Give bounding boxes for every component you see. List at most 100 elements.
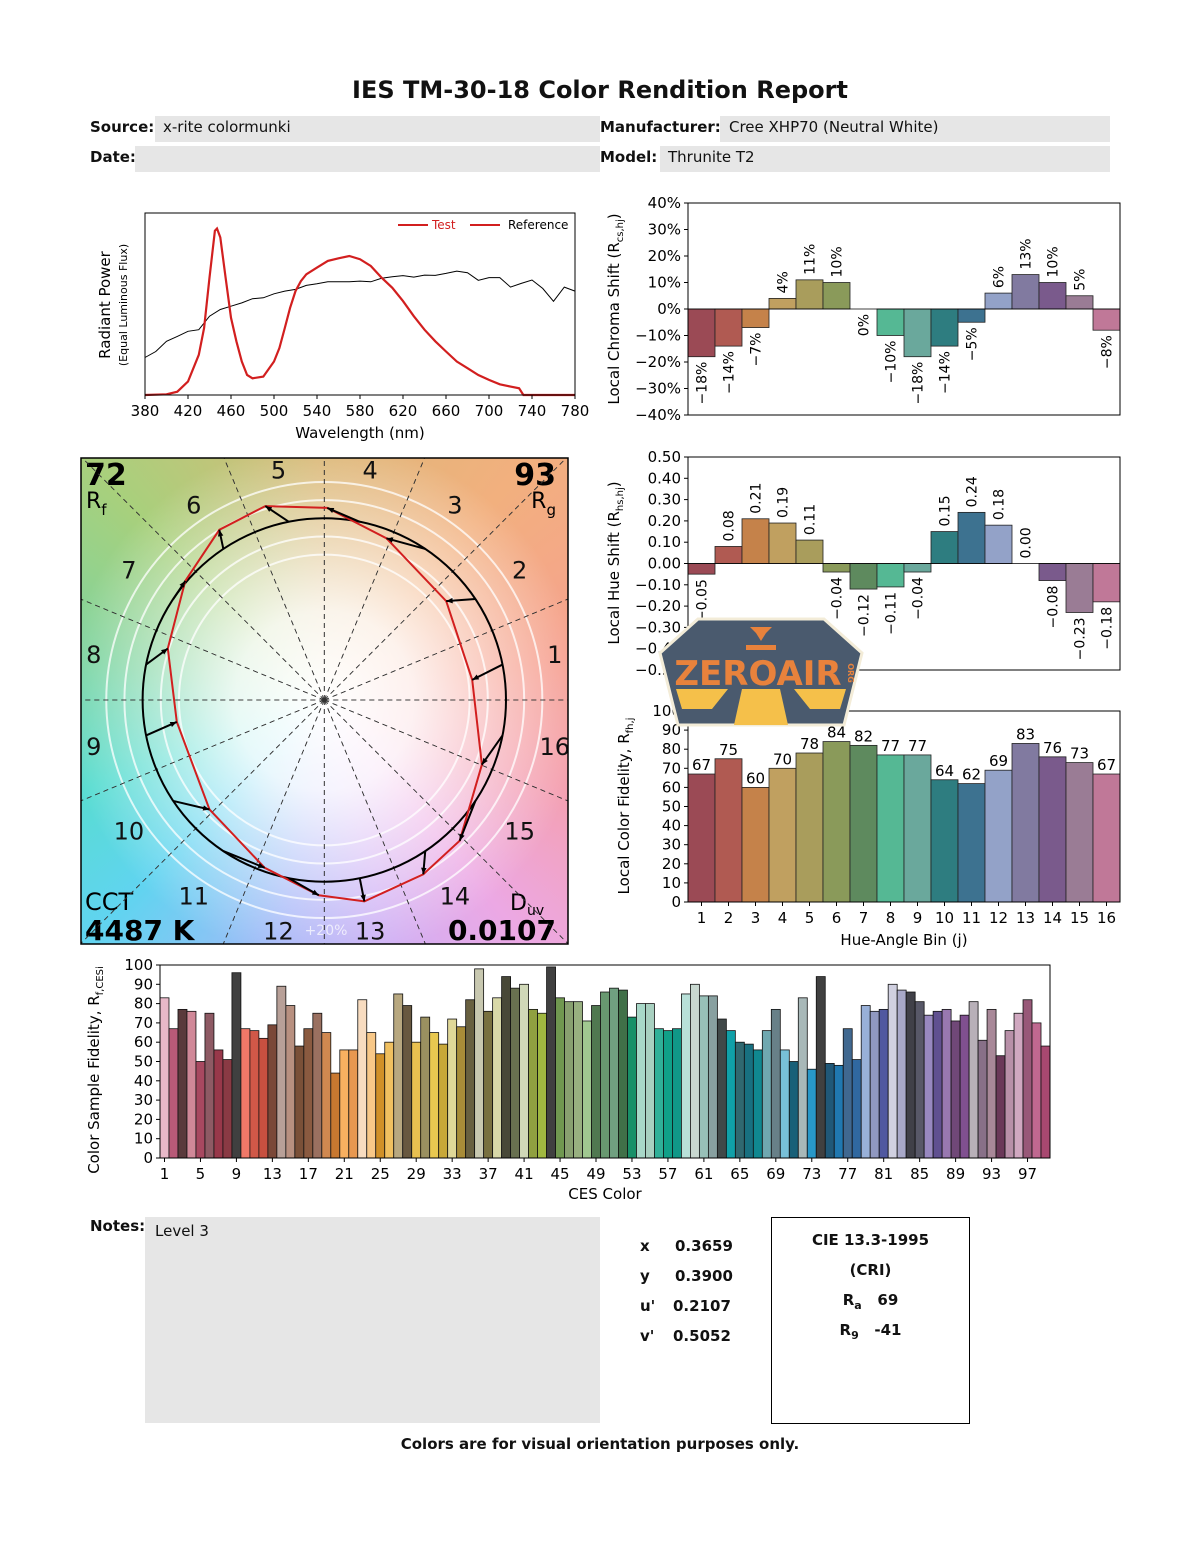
chroma-value-label: −5% bbox=[965, 327, 981, 361]
legend-test-label: Test bbox=[431, 218, 456, 232]
ces-ytick-label: 30 bbox=[134, 1091, 153, 1109]
hue-value-label: 0.00 bbox=[1019, 527, 1035, 558]
fidelity-value-label: 77 bbox=[908, 737, 927, 755]
arrowhead-icon bbox=[202, 805, 210, 811]
ces-bar-49 bbox=[591, 1005, 601, 1159]
manufacturer-label: Manufacturer: bbox=[600, 118, 721, 136]
r9-sub: 9 bbox=[851, 1329, 859, 1342]
ces-xtick-label: 53 bbox=[622, 1165, 641, 1183]
ces-xtick-label: 17 bbox=[299, 1165, 318, 1183]
chroma-bar-6 bbox=[822, 282, 851, 310]
fidelity-xtick-label: 14 bbox=[1043, 909, 1062, 927]
ces-bar-88 bbox=[941, 1008, 952, 1159]
fidelity-xtick-label: 1 bbox=[697, 909, 707, 927]
hue-value-label: −0.18 bbox=[1100, 607, 1116, 650]
hue-bar-15 bbox=[1065, 563, 1094, 613]
hue-value-label: −0.12 bbox=[857, 594, 873, 637]
ces-bar-5 bbox=[195, 1061, 206, 1159]
ces-xtick-label: 1 bbox=[160, 1165, 170, 1183]
model-value: Thrunite T2 bbox=[668, 148, 755, 166]
ces-bar-53 bbox=[627, 1016, 637, 1159]
ces-bar-22 bbox=[348, 1049, 359, 1159]
ces-bar-46 bbox=[564, 1001, 574, 1159]
ces-ytick-label: 50 bbox=[134, 1053, 153, 1071]
watermark-sub: ORG bbox=[846, 663, 855, 683]
ces-bar-86 bbox=[923, 1014, 934, 1159]
chroma-bar-13 bbox=[1011, 274, 1040, 310]
bin-boundary-line bbox=[323, 458, 425, 701]
fidelity-bar-3 bbox=[741, 787, 770, 903]
cri-box: CIE 13.3-1995 (CRI) Ra 69 R9 -41 bbox=[771, 1217, 970, 1424]
watermark-tower-icon bbox=[750, 627, 772, 641]
chromaticity-y-label: y bbox=[640, 1267, 650, 1285]
fidelity-xtick-label: 11 bbox=[962, 909, 981, 927]
ces-xtick-label: 73 bbox=[802, 1165, 821, 1183]
ces-bar-67 bbox=[752, 1049, 763, 1159]
fidelity-ylabel: Local Color Fidelity, Rfh,j bbox=[615, 718, 636, 895]
fidelity-xtick-label: 7 bbox=[859, 909, 869, 927]
fidelity-bar-13 bbox=[1011, 743, 1040, 903]
chroma-bar-9 bbox=[903, 308, 932, 358]
fidelity-ytick-label: 10 bbox=[662, 874, 681, 892]
fidelity-value-label: 69 bbox=[989, 752, 1008, 770]
ces-bar-33 bbox=[447, 1018, 458, 1159]
chromaticity-u-value: 0.2107 bbox=[673, 1297, 731, 1315]
ces-bar-47 bbox=[573, 1001, 583, 1159]
ces-bar-76 bbox=[833, 1064, 844, 1159]
ces-bar-58 bbox=[672, 1028, 682, 1159]
fidelity-value-label: 73 bbox=[1070, 745, 1089, 763]
hue-bar-16 bbox=[1092, 563, 1121, 603]
shift-arrow-11 bbox=[222, 850, 266, 869]
bin-label-15: 15 bbox=[504, 818, 535, 846]
chroma-value-label: 10% bbox=[1046, 246, 1062, 277]
ces-bar-32 bbox=[438, 1043, 449, 1159]
spectrum-xtick-label: 380 bbox=[131, 402, 160, 420]
ces-bar-27 bbox=[393, 993, 404, 1159]
source-value: x-rite colormunki bbox=[163, 118, 291, 136]
spectrum-xtick-label: 500 bbox=[260, 402, 289, 420]
bin-label-11: 11 bbox=[178, 882, 209, 910]
bin-label-8: 8 bbox=[86, 641, 101, 669]
ces-bar-66 bbox=[743, 1043, 754, 1159]
ces-bar-60 bbox=[690, 983, 700, 1159]
chroma-ytick-label: 0% bbox=[657, 300, 681, 318]
chroma-value-label: −10% bbox=[884, 341, 900, 384]
chroma-value-label: −14% bbox=[722, 351, 738, 394]
fidelity-bar-1 bbox=[687, 773, 716, 903]
cct-value: 4487 K bbox=[85, 914, 196, 947]
ces-bar-38 bbox=[492, 997, 503, 1159]
legend-reference-label: Reference bbox=[508, 218, 568, 232]
spectrum-xtick-label: 460 bbox=[217, 402, 246, 420]
bin-boundary-line bbox=[324, 598, 568, 701]
bin-boundary-line bbox=[324, 458, 567, 701]
bin-label-14: 14 bbox=[440, 882, 471, 910]
vector-graphic-frame bbox=[80, 457, 569, 945]
hue-bar-6 bbox=[822, 563, 851, 573]
hue-ytick-label: 0.00 bbox=[648, 555, 681, 573]
chroma-ytick-label: −40% bbox=[635, 406, 681, 424]
ra-label: R bbox=[842, 1291, 855, 1309]
ces-bar-59 bbox=[681, 993, 691, 1159]
ces-bar-78 bbox=[851, 1059, 862, 1159]
fidelity-bar-10 bbox=[930, 779, 959, 903]
chroma-value-label: 13% bbox=[1019, 238, 1035, 269]
hue-value-label: −0.04 bbox=[911, 577, 927, 620]
bin-label-13: 13 bbox=[355, 917, 386, 945]
bin-label-16: 16 bbox=[540, 733, 571, 761]
fidelity-value-label: 64 bbox=[935, 762, 954, 780]
chroma-value-label: −18% bbox=[695, 362, 711, 405]
ring-scale-label: +20% bbox=[305, 923, 348, 939]
fidelity-value-label: 60 bbox=[746, 769, 765, 787]
r9-label: R bbox=[839, 1321, 852, 1339]
arrowhead-icon bbox=[481, 757, 488, 765]
model-field bbox=[660, 146, 1110, 172]
ces-bar-8 bbox=[222, 1059, 233, 1159]
hue-ytick-label: 0.30 bbox=[648, 491, 681, 509]
bin-label-4: 4 bbox=[363, 457, 378, 485]
fidelity-xtick-label: 9 bbox=[913, 909, 923, 927]
test-polygon bbox=[166, 505, 483, 903]
fidelity-value-label: 67 bbox=[692, 756, 711, 774]
hue-ytick-label: 0.40 bbox=[648, 469, 681, 487]
fidelity-value-label: 62 bbox=[962, 766, 981, 784]
hue-bar-1 bbox=[687, 563, 716, 575]
